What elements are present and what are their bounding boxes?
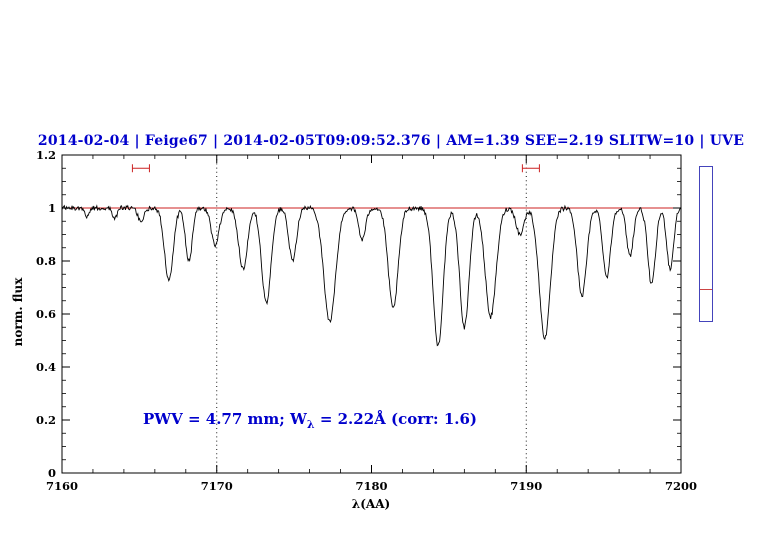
svg-text:1: 1: [48, 201, 56, 215]
svg-text:7200: 7200: [665, 479, 697, 493]
svg-text:7190: 7190: [510, 479, 542, 493]
x-axis-label: λ(AA): [351, 497, 391, 511]
svg-text:0.2: 0.2: [36, 413, 56, 427]
y-axis-label: norm. flux: [11, 277, 25, 347]
svg-text:1.2: 1.2: [36, 148, 56, 162]
gauge-marker-line: [700, 289, 712, 291]
annotation-text-1: PWV = 4.77 mm; W: [143, 410, 307, 428]
pwv-annotation: PWV = 4.77 mm; Wλ = 2.22Å (corr: 1.6): [143, 410, 477, 431]
side-gauge: [699, 166, 713, 322]
svg-text:0: 0: [48, 466, 56, 480]
plot-title: 2014-02-04 | Feige67 | 2014-02-05T09:09:…: [37, 133, 745, 149]
svg-text:7180: 7180: [355, 479, 387, 493]
annotation-text-2: = 2.22Å (corr: 1.6): [314, 410, 478, 428]
annotation-subscript: λ: [306, 418, 315, 431]
svg-text:7160: 7160: [46, 479, 78, 493]
svg-text:0.6: 0.6: [36, 307, 56, 321]
svg-text:0.8: 0.8: [36, 254, 56, 268]
svg-text:0.4: 0.4: [36, 360, 56, 374]
svg-text:7170: 7170: [201, 479, 233, 493]
